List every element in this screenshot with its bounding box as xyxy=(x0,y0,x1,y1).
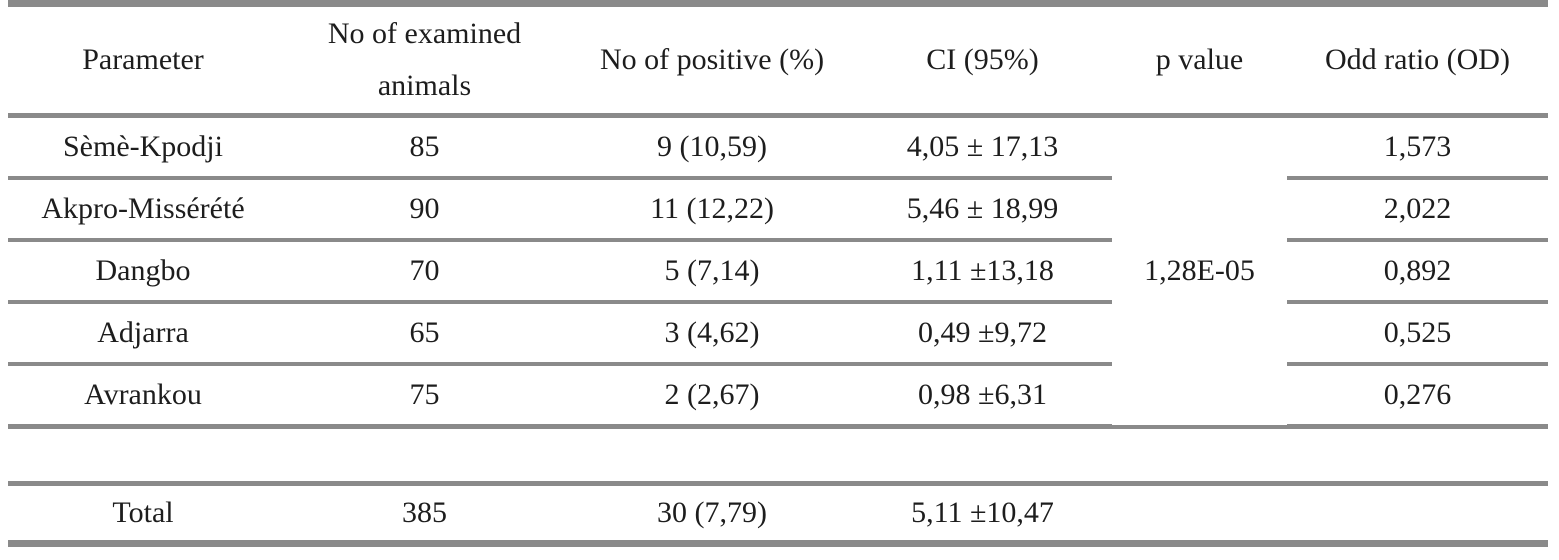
cell-odd-ratio: 2,022 xyxy=(1287,178,1548,242)
cell-odd-ratio: 0,276 xyxy=(1287,364,1548,429)
cell-p-value-merged: 1,28E-05 xyxy=(1112,115,1287,429)
cell-parameter: Adjarra xyxy=(8,302,278,366)
cell-ci: 0,98 ±6,31 xyxy=(853,364,1112,429)
results-table: Parameter No of examined animals No of p… xyxy=(8,0,1548,547)
cell-ci: 0,49 ±9,72 xyxy=(853,302,1112,366)
table-row: Avrankou 75 2 (2,67) 0,98 ±6,31 0,276 xyxy=(8,364,1548,429)
cell-odd-ratio: 1,573 xyxy=(1287,115,1548,180)
cell-positive: 5 (7,14) xyxy=(571,240,853,304)
cell-parameter: Sèmè-Kpodji xyxy=(8,115,278,180)
total-row: Total 385 30 (7,79) 5,11 ±10,47 xyxy=(8,483,1548,547)
cell-ci: 5,46 ± 18,99 xyxy=(853,178,1112,242)
cell-odd-ratio: 0,892 xyxy=(1287,240,1548,304)
table-row: Dangbo 70 5 (7,14) 1,11 ±13,18 0,892 xyxy=(8,240,1548,304)
cell-parameter: Akpro-Missérété xyxy=(8,178,278,242)
spacer-row xyxy=(8,426,1548,486)
header-examined-line1: No of examined xyxy=(327,17,522,50)
cell-ci: 1,11 ±13,18 xyxy=(853,240,1112,304)
cell-total-ci: 5,11 ±10,47 xyxy=(853,483,1112,547)
cell-total-odd-empty xyxy=(1287,483,1548,547)
cell-total-positive: 30 (7,79) xyxy=(571,483,853,547)
header-positive: No of positive (%) xyxy=(571,0,853,118)
spacer-cell xyxy=(8,426,1548,486)
table-row: Akpro-Missérété 90 11 (12,22) 5,46 ± 18,… xyxy=(8,178,1548,242)
cell-examined: 70 xyxy=(278,240,571,304)
header-ci: CI (95%) xyxy=(853,0,1112,118)
cell-parameter: Dangbo xyxy=(8,240,278,304)
header-examined-line2: animals xyxy=(377,69,472,102)
cell-examined: 85 xyxy=(278,115,571,180)
cell-odd-ratio: 0,525 xyxy=(1287,302,1548,366)
cell-parameter: Avrankou xyxy=(8,364,278,429)
header-parameter: Parameter xyxy=(8,0,278,118)
header-examined-animals: No of examined animals xyxy=(278,0,571,118)
cell-examined: 90 xyxy=(278,178,571,242)
cell-ci: 4,05 ± 17,13 xyxy=(853,115,1112,180)
header-odd-ratio: Odd ratio (OD) xyxy=(1287,0,1548,118)
cell-total-label: Total xyxy=(8,483,278,547)
cell-examined: 65 xyxy=(278,302,571,366)
cell-examined: 75 xyxy=(278,364,571,429)
cell-positive: 11 (12,22) xyxy=(571,178,853,242)
cell-total-examined: 385 xyxy=(278,483,571,547)
table-row: Sèmè-Kpodji 85 9 (10,59) 4,05 ± 17,13 1,… xyxy=(8,115,1548,429)
cell-positive: 3 (4,62) xyxy=(571,302,853,366)
cell-total-p-empty xyxy=(1112,483,1287,547)
header-p-value: p value xyxy=(1112,0,1287,118)
cell-positive: 9 (10,59) xyxy=(571,115,853,180)
header-row: Parameter No of examined animals No of p… xyxy=(8,0,1548,118)
table-row: Adjarra 65 3 (4,62) 0,49 ±9,72 0,525 xyxy=(8,302,1548,366)
cell-positive: 2 (2,67) xyxy=(571,364,853,429)
